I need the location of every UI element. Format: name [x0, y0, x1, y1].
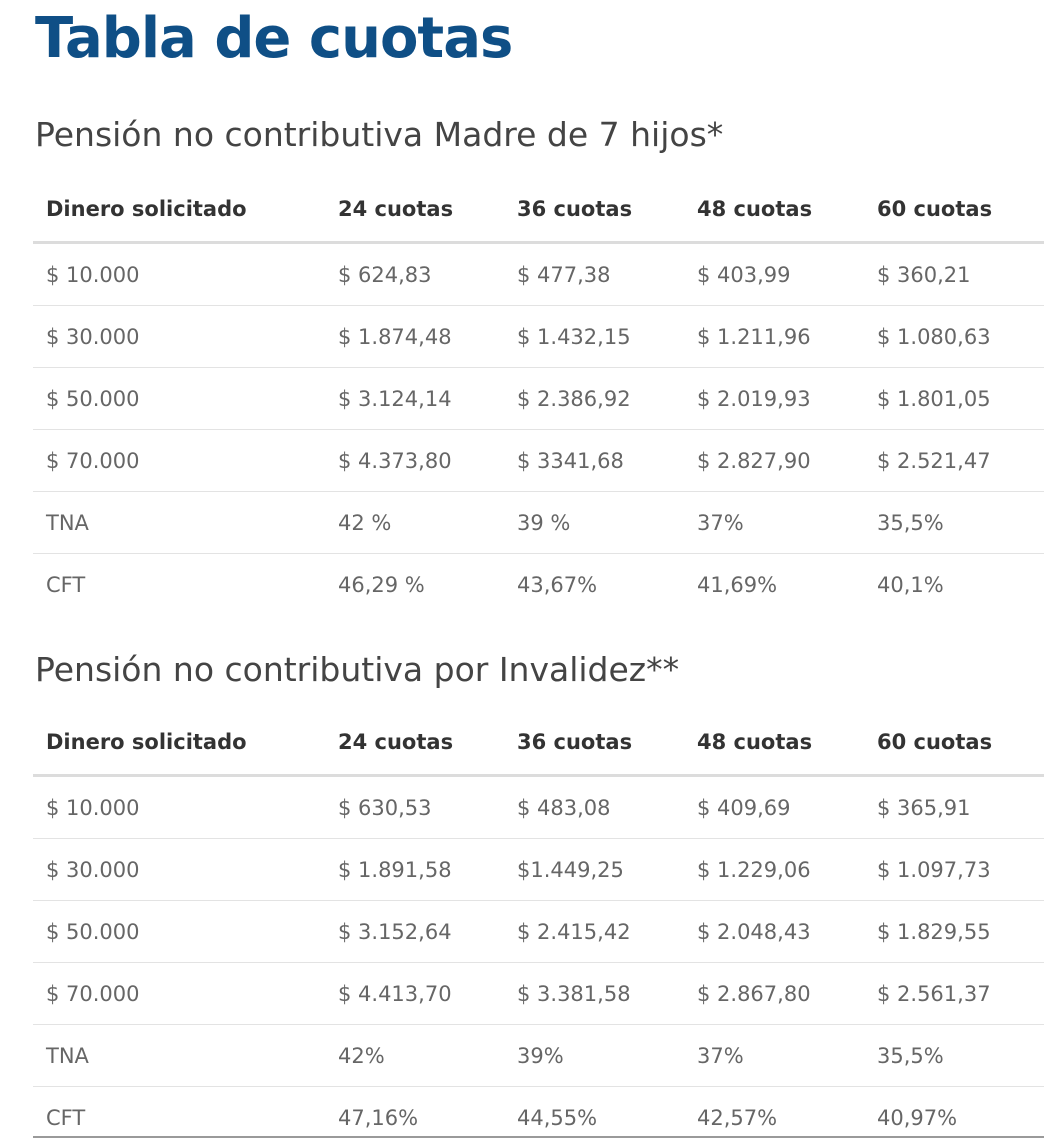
- table-header-row: Dinero solicitado 24 cuotas 36 cuotas 48…: [33, 710, 1044, 776]
- cell-24: $ 3.152,64: [325, 901, 504, 963]
- cell-36: 39%: [504, 1025, 684, 1087]
- cell-36: 43,67%: [504, 554, 684, 616]
- cell-amount: $ 30.000: [33, 306, 325, 368]
- table-row-tna: TNA 42% 39% 37% 35,5%: [33, 1025, 1044, 1087]
- header-dinero-solicitado: Dinero solicitado: [33, 177, 325, 243]
- cell-24: 46,29 %: [325, 554, 504, 616]
- cell-60: 40,1%: [864, 554, 1044, 616]
- cell-36: $ 2.415,42: [504, 901, 684, 963]
- cell-48: 41,69%: [684, 554, 864, 616]
- header-36-cuotas: 36 cuotas: [504, 710, 684, 776]
- cell-48: $ 2.827,90: [684, 430, 864, 492]
- cell-24: $ 1.874,48: [325, 306, 504, 368]
- cell-amount: $ 70.000: [33, 430, 325, 492]
- table-row: $ 50.000 $ 3.152,64 $ 2.415,42 $ 2.048,4…: [33, 901, 1044, 963]
- cell-label-cft: CFT: [33, 554, 325, 616]
- section-title-invalidez: Pensión no contributiva por Invalidez**: [35, 648, 679, 692]
- cell-48: 37%: [684, 1025, 864, 1087]
- cell-60: $ 1.829,55: [864, 901, 1044, 963]
- cell-24: $ 3.124,14: [325, 368, 504, 430]
- cell-60: 35,5%: [864, 492, 1044, 554]
- cell-48: $ 403,99: [684, 243, 864, 306]
- table-header-row: Dinero solicitado 24 cuotas 36 cuotas 48…: [33, 177, 1044, 243]
- table-row: $ 30.000 $ 1.874,48 $ 1.432,15 $ 1.211,9…: [33, 306, 1044, 368]
- cell-60: $ 360,21: [864, 243, 1044, 306]
- quota-table: Dinero solicitado 24 cuotas 36 cuotas 48…: [33, 710, 1044, 1148]
- cell-36: 39 %: [504, 492, 684, 554]
- header-36-cuotas: 36 cuotas: [504, 177, 684, 243]
- cell-60: $ 2.561,37: [864, 963, 1044, 1025]
- cell-60: 35,5%: [864, 1025, 1044, 1087]
- cell-label-tna: TNA: [33, 492, 325, 554]
- cell-48: $ 409,69: [684, 776, 864, 839]
- cell-60: $ 1.097,73: [864, 839, 1044, 901]
- header-48-cuotas: 48 cuotas: [684, 177, 864, 243]
- table-invalidez: Dinero solicitado 24 cuotas 36 cuotas 48…: [33, 710, 1044, 1148]
- cell-48: 37%: [684, 492, 864, 554]
- cell-amount: $ 30.000: [33, 839, 325, 901]
- cell-36: $ 477,38: [504, 243, 684, 306]
- cell-amount: $ 50.000: [33, 368, 325, 430]
- cell-24: $ 4.413,70: [325, 963, 504, 1025]
- cell-amount: $ 10.000: [33, 776, 325, 839]
- bottom-divider: [33, 1136, 1044, 1138]
- cell-label-tna: TNA: [33, 1025, 325, 1087]
- header-60-cuotas: 60 cuotas: [864, 710, 1044, 776]
- quota-table: Dinero solicitado 24 cuotas 36 cuotas 48…: [33, 177, 1044, 615]
- cell-60: $ 365,91: [864, 776, 1044, 839]
- cell-24: $ 630,53: [325, 776, 504, 839]
- cell-24: $ 4.373,80: [325, 430, 504, 492]
- cell-48: $ 1.211,96: [684, 306, 864, 368]
- cell-36: $ 3341,68: [504, 430, 684, 492]
- cell-24: $ 624,83: [325, 243, 504, 306]
- cell-amount: $ 70.000: [33, 963, 325, 1025]
- header-48-cuotas: 48 cuotas: [684, 710, 864, 776]
- cell-36: $1.449,25: [504, 839, 684, 901]
- table-row: $ 70.000 $ 4.413,70 $ 3.381,58 $ 2.867,8…: [33, 963, 1044, 1025]
- table-row-tna: TNA 42 % 39 % 37% 35,5%: [33, 492, 1044, 554]
- cell-36: $ 1.432,15: [504, 306, 684, 368]
- cell-48: $ 2.019,93: [684, 368, 864, 430]
- cell-48: $ 2.867,80: [684, 963, 864, 1025]
- table-row: $ 70.000 $ 4.373,80 $ 3341,68 $ 2.827,90…: [33, 430, 1044, 492]
- cell-24: 42 %: [325, 492, 504, 554]
- header-24-cuotas: 24 cuotas: [325, 710, 504, 776]
- cell-amount: $ 10.000: [33, 243, 325, 306]
- table-row: $ 50.000 $ 3.124,14 $ 2.386,92 $ 2.019,9…: [33, 368, 1044, 430]
- cell-36: $ 2.386,92: [504, 368, 684, 430]
- table-madre-7-hijos: Dinero solicitado 24 cuotas 36 cuotas 48…: [33, 177, 1044, 615]
- cell-60: $ 1.080,63: [864, 306, 1044, 368]
- table-row-cft: CFT 46,29 % 43,67% 41,69% 40,1%: [33, 554, 1044, 616]
- cell-60: $ 1.801,05: [864, 368, 1044, 430]
- cell-36: $ 483,08: [504, 776, 684, 839]
- cell-24: 42%: [325, 1025, 504, 1087]
- cell-24: $ 1.891,58: [325, 839, 504, 901]
- table-row: $ 30.000 $ 1.891,58 $1.449,25 $ 1.229,06…: [33, 839, 1044, 901]
- section-title-madre-7-hijos: Pensión no contributiva Madre de 7 hijos…: [35, 113, 723, 157]
- cell-amount: $ 50.000: [33, 901, 325, 963]
- header-dinero-solicitado: Dinero solicitado: [33, 710, 325, 776]
- cell-48: $ 2.048,43: [684, 901, 864, 963]
- page-title: Tabla de cuotas: [35, 2, 512, 76]
- table-row: $ 10.000 $ 624,83 $ 477,38 $ 403,99 $ 36…: [33, 243, 1044, 306]
- cell-36: $ 3.381,58: [504, 963, 684, 1025]
- cell-60: $ 2.521,47: [864, 430, 1044, 492]
- cell-48: $ 1.229,06: [684, 839, 864, 901]
- header-24-cuotas: 24 cuotas: [325, 177, 504, 243]
- table-row: $ 10.000 $ 630,53 $ 483,08 $ 409,69 $ 36…: [33, 776, 1044, 839]
- header-60-cuotas: 60 cuotas: [864, 177, 1044, 243]
